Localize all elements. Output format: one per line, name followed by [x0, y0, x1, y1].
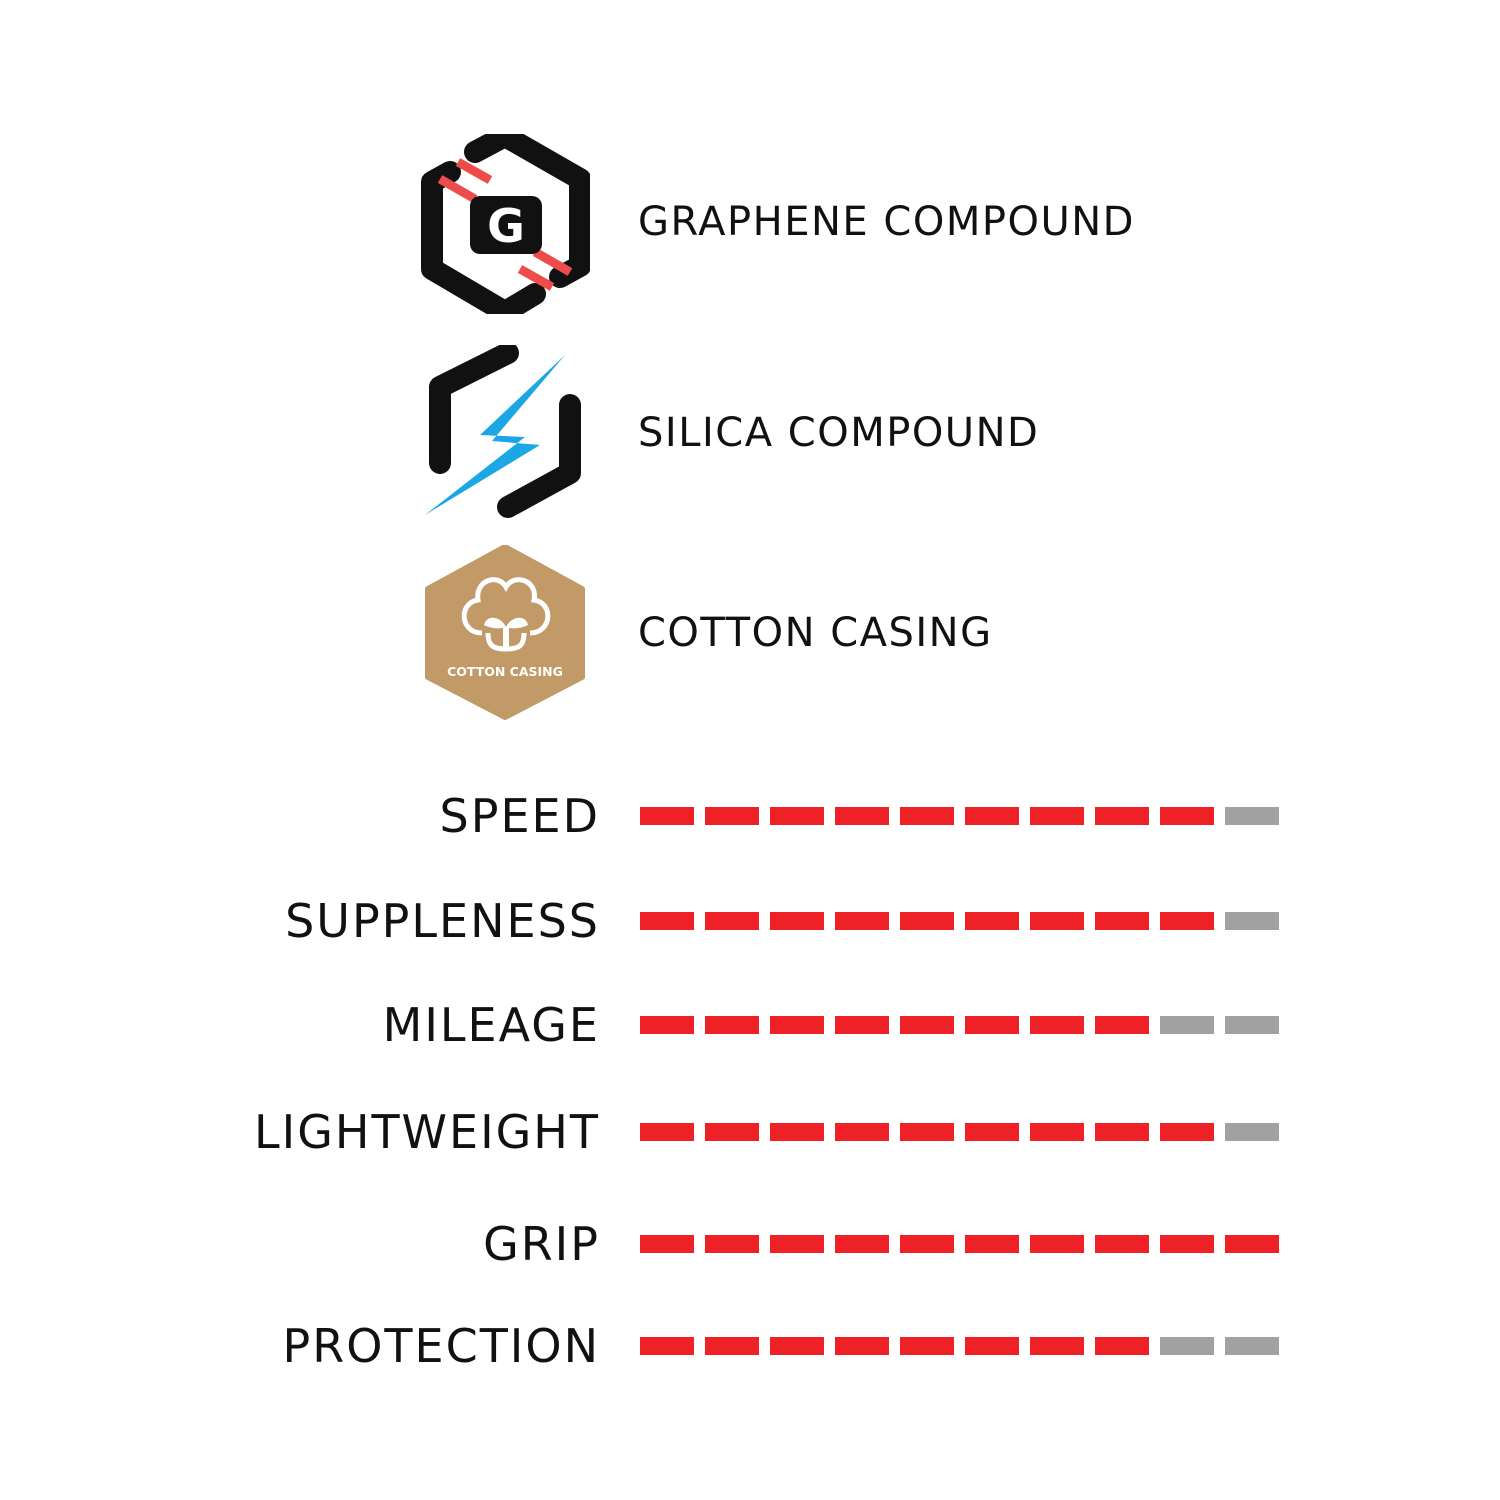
rating-row-lightweight: LIGHTWEIGHT	[0, 1102, 1500, 1162]
rating-segment-filled	[705, 1016, 759, 1034]
rating-segment-filled	[835, 1235, 889, 1253]
rating-segment-filled	[835, 1123, 889, 1141]
rating-segment-filled	[1160, 1123, 1214, 1141]
rating-segment-filled	[1030, 807, 1084, 825]
rating-segment-filled	[640, 1337, 694, 1355]
rating-segment-empty	[1225, 1337, 1279, 1355]
rating-segment-filled	[835, 807, 889, 825]
rating-segment-filled	[640, 1123, 694, 1141]
rating-segment-filled	[900, 1016, 954, 1034]
rating-bar	[640, 1235, 1280, 1253]
feature-label: SILICA COMPOUND	[638, 409, 1040, 456]
feature-cotton: COTTON CASING COTTON CASING	[420, 544, 1320, 720]
rating-segment-filled	[705, 1123, 759, 1141]
rating-row-mileage: MILEAGE	[0, 995, 1500, 1055]
rating-label: MILEAGE	[382, 998, 600, 1052]
rating-segment-empty	[1160, 1337, 1214, 1355]
rating-segment-filled	[770, 1337, 824, 1355]
rating-segment-filled	[770, 807, 824, 825]
rating-segment-filled	[965, 1016, 1019, 1034]
rating-segment-filled	[1030, 1123, 1084, 1141]
rating-segment-filled	[640, 1016, 694, 1034]
rating-label: SPEED	[439, 789, 600, 843]
rating-label: LIGHTWEIGHT	[254, 1105, 600, 1159]
rating-segment-filled	[705, 807, 759, 825]
rating-segment-filled	[1095, 1235, 1149, 1253]
rating-segment-filled	[1030, 912, 1084, 930]
rating-row-suppleness: SUPPLENESS	[0, 891, 1500, 951]
feature-label: GRAPHENE COMPOUND	[638, 198, 1135, 245]
rating-segment-filled	[640, 912, 694, 930]
rating-segment-filled	[1160, 912, 1214, 930]
rating-segment-filled	[770, 1235, 824, 1253]
rating-segment-filled	[965, 1123, 1019, 1141]
rating-bar	[640, 1337, 1280, 1355]
silica-compound-icon	[420, 342, 590, 520]
rating-segment-filled	[835, 1016, 889, 1034]
graphene-badge-letter: G	[487, 199, 525, 253]
rating-segment-empty	[1160, 1016, 1214, 1034]
rating-label: PROTECTION	[282, 1319, 600, 1373]
cotton-casing-icon: COTTON CASING	[420, 544, 590, 720]
rating-segment-filled	[1160, 807, 1214, 825]
rating-segment-filled	[1095, 1123, 1149, 1141]
rating-segment-filled	[770, 1123, 824, 1141]
rating-segment-filled	[1095, 1016, 1149, 1034]
rating-segment-filled	[1095, 912, 1149, 930]
feature-label: COTTON CASING	[638, 609, 993, 656]
rating-segment-filled	[1030, 1235, 1084, 1253]
rating-segment-empty	[1225, 807, 1279, 825]
rating-segment-filled	[835, 1337, 889, 1355]
rating-segment-filled	[1160, 1235, 1214, 1253]
rating-segment-filled	[1095, 807, 1149, 825]
cotton-badge-text: COTTON CASING	[447, 664, 563, 679]
rating-bar	[640, 912, 1280, 930]
rating-segment-filled	[900, 1235, 954, 1253]
rating-bar	[640, 1016, 1280, 1034]
rating-row-protection: PROTECTION	[0, 1316, 1500, 1376]
rating-segment-filled	[705, 1337, 759, 1355]
rating-segment-empty	[1225, 1123, 1279, 1141]
rating-row-grip: GRIP	[0, 1214, 1500, 1274]
rating-segment-filled	[900, 807, 954, 825]
rating-segment-filled	[900, 1337, 954, 1355]
rating-segment-filled	[640, 1235, 694, 1253]
rating-bar	[640, 807, 1280, 825]
rating-segment-filled	[835, 912, 889, 930]
rating-bar	[640, 1123, 1280, 1141]
rating-segment-filled	[1030, 1016, 1084, 1034]
rating-segment-empty	[1225, 1016, 1279, 1034]
rating-segment-filled	[770, 912, 824, 930]
feature-graphene: G GRAPHENE COMPOUND	[420, 125, 1320, 323]
rating-row-speed: SPEED	[0, 786, 1500, 846]
rating-segment-filled	[705, 912, 759, 930]
rating-segment-filled	[965, 1337, 1019, 1355]
rating-segment-filled	[770, 1016, 824, 1034]
rating-segment-filled	[1095, 1337, 1149, 1355]
rating-segment-filled	[965, 912, 1019, 930]
rating-segment-filled	[1030, 1337, 1084, 1355]
rating-segment-filled	[1225, 1235, 1279, 1253]
rating-segment-filled	[705, 1235, 759, 1253]
rating-segment-filled	[900, 912, 954, 930]
rating-segment-filled	[965, 1235, 1019, 1253]
rating-segment-filled	[640, 807, 694, 825]
rating-segment-empty	[1225, 912, 1279, 930]
rating-label: GRIP	[483, 1217, 600, 1271]
rating-segment-filled	[965, 807, 1019, 825]
feature-silica: SILICA COMPOUND	[420, 342, 1320, 520]
rating-label: SUPPLENESS	[285, 894, 600, 948]
graphene-compound-icon: G	[420, 125, 591, 323]
rating-segment-filled	[900, 1123, 954, 1141]
